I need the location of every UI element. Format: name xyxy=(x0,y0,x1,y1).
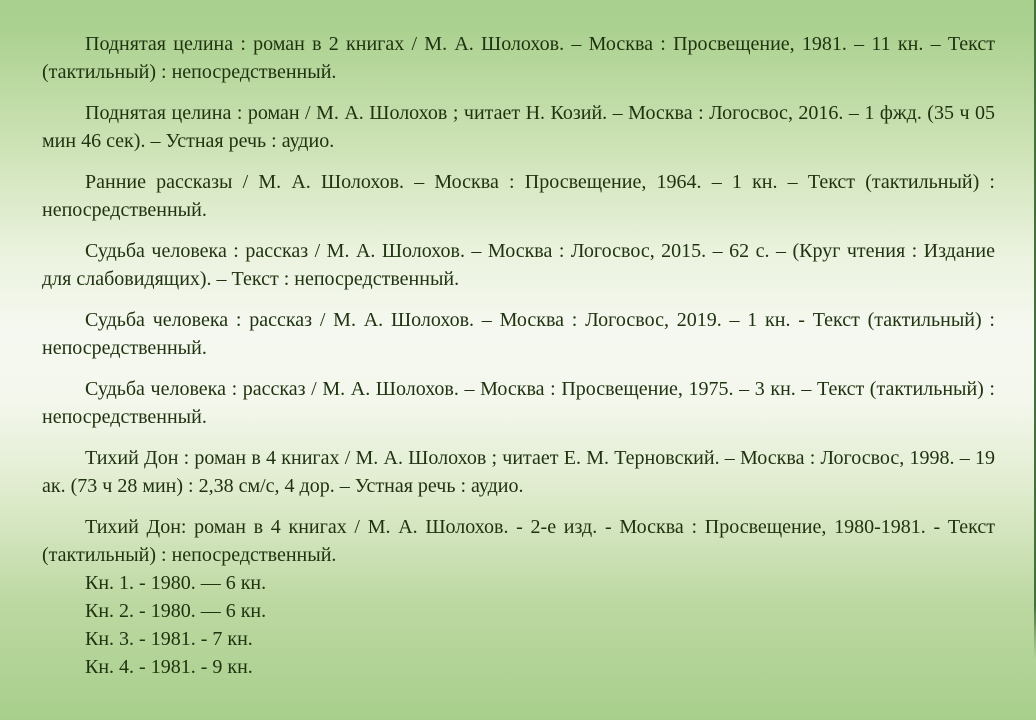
volume-line: Кн. 3. - 1981. - 7 кн. xyxy=(85,628,253,650)
bibliography-list: Поднятая целина : роман в 2 книгах / М. … xyxy=(42,30,995,681)
volume-line: Кн. 2. - 1980. — 6 кн. xyxy=(85,600,267,622)
bibliography-entry: Тихий Дон : роман в 4 книгах / М. А. Шол… xyxy=(42,447,995,497)
bibliography-entry: Поднятая целина : роман / М. А. Шолохов … xyxy=(42,102,995,152)
bibliography-entry: Поднятая целина : роман в 2 книгах / М. … xyxy=(42,33,995,83)
bibliography-entry: Судьба человека : рассказ / М. А. Шолохо… xyxy=(42,378,995,428)
volume-line: Кн. 4. - 1981. - 9 кн. xyxy=(85,656,253,678)
bibliography-entry: Судьба человека : рассказ / М. А. Шолохо… xyxy=(42,309,995,359)
bibliography-entry: Тихий Дон: роман в 4 книгах / М. А. Шоло… xyxy=(42,516,995,566)
bibliography-entry: Ранние рассказы / М. А. Шолохов. – Москв… xyxy=(42,171,995,221)
right-edge-line xyxy=(1034,0,1036,658)
volume-line: Кн. 1. - 1980. — 6 кн. xyxy=(85,572,267,594)
bibliography-entry: Судьба человека : рассказ / М. А. Шолохо… xyxy=(42,240,995,290)
